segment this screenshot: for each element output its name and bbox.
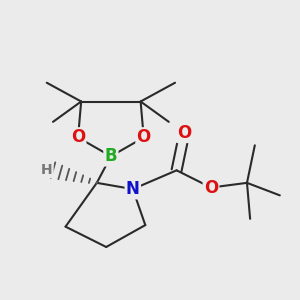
Text: N: N — [126, 180, 140, 198]
Text: O: O — [136, 128, 151, 146]
Text: O: O — [204, 178, 218, 196]
Text: O: O — [71, 128, 85, 146]
Text: B: B — [105, 147, 117, 165]
Text: O: O — [177, 124, 191, 142]
Text: H: H — [41, 163, 52, 177]
